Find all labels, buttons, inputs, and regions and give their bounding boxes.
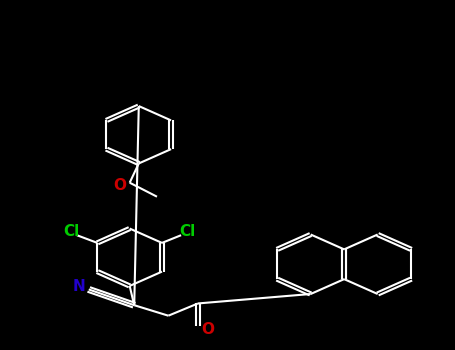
Text: N: N <box>72 279 85 294</box>
Text: Cl: Cl <box>63 224 79 239</box>
Text: O: O <box>202 322 214 336</box>
Text: Cl: Cl <box>179 224 195 239</box>
Text: O: O <box>113 178 126 193</box>
